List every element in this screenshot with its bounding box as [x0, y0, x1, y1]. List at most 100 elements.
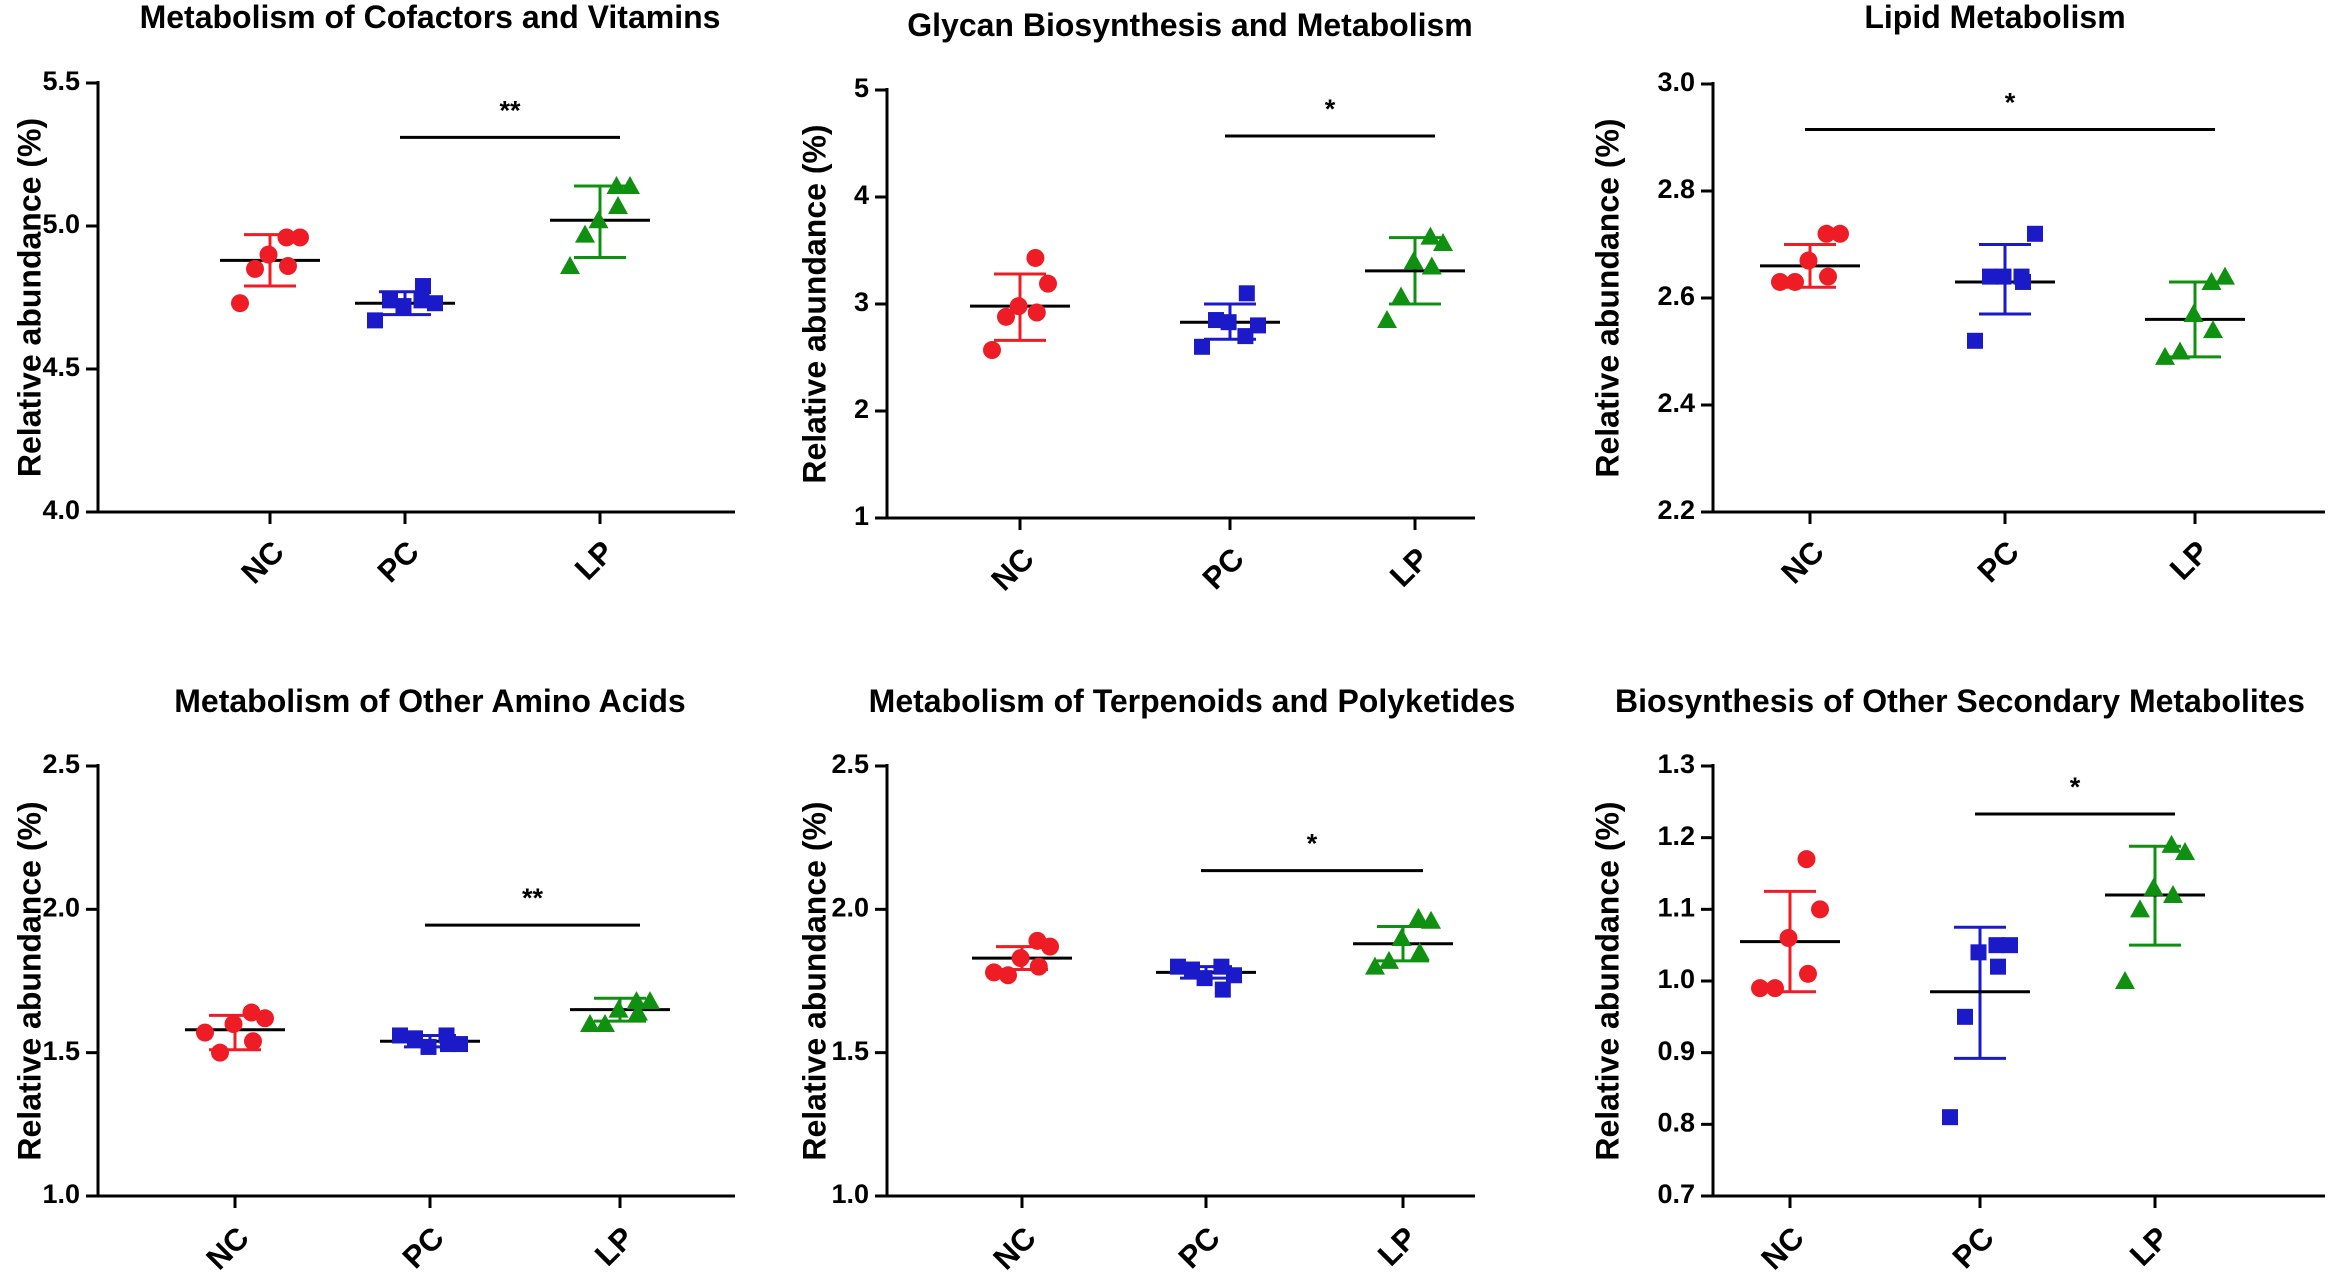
- x-tick-label-lp: LP: [2123, 1220, 2176, 1273]
- data-point: [1751, 979, 1769, 998]
- x-tick-label-pc: PC: [1946, 1220, 2001, 1275]
- data-point: [2170, 341, 2190, 360]
- y-tick-label: 2.5: [42, 749, 80, 779]
- chart-panel-4: Metabolism of Other Amino Acids Relative …: [11, 683, 735, 1276]
- significance-label: *: [1325, 94, 1336, 124]
- series-pc: [380, 1027, 480, 1055]
- y-tick-label: 2.0: [831, 892, 869, 922]
- data-point: [291, 228, 309, 247]
- data-point: [1027, 303, 1046, 322]
- data-point: [640, 991, 660, 1010]
- significance-label: *: [1307, 829, 1318, 859]
- y-tick-label: 2.0: [42, 892, 80, 922]
- data-point: [2015, 273, 2031, 290]
- series-lp: [1353, 907, 1453, 975]
- x-tick-label-nc: NC: [1774, 534, 1830, 590]
- chart-title: Metabolism of Other Amino Acids: [174, 683, 685, 719]
- data-point: [1379, 950, 1399, 969]
- data-point: [588, 210, 609, 229]
- y-tick-label: 3.0: [1657, 67, 1695, 97]
- data-point: [1194, 338, 1210, 355]
- data-point: [392, 1027, 408, 1044]
- data-point: [606, 175, 627, 194]
- data-point: [1029, 957, 1048, 976]
- x-tick-label-lp: LP: [1371, 1220, 1424, 1273]
- data-point: [1237, 328, 1254, 345]
- data-point: [608, 999, 629, 1018]
- y-tick-label: 2: [854, 394, 869, 424]
- x-tick-label-pc: PC: [1172, 1220, 1227, 1275]
- series-pc: [355, 278, 455, 329]
- data-point: [2155, 346, 2175, 365]
- data-point: [985, 963, 1003, 982]
- series-lp: [550, 175, 650, 275]
- data-point: [413, 292, 430, 309]
- chart-panel-6: Biosynthesis of Other Secondary Metaboli…: [1589, 683, 2325, 1276]
- y-tick-label: 1.0: [42, 1179, 80, 1209]
- data-point: [1220, 314, 1237, 331]
- data-point: [259, 245, 278, 264]
- data-point: [1041, 937, 1059, 956]
- data-point: [420, 1038, 437, 1055]
- x-tick-label-nc: NC: [234, 534, 290, 590]
- data-point: [1170, 958, 1186, 975]
- y-tick-label: 1.1: [1657, 892, 1695, 922]
- data-point: [224, 1015, 243, 1033]
- data-point: [2183, 304, 2204, 323]
- chart-title: Metabolism of Terpenoids and Polyketides: [869, 683, 1516, 719]
- data-point: [1238, 285, 1255, 302]
- data-point: [575, 224, 595, 243]
- data-point: [1226, 967, 1242, 984]
- y-tick-label: 2.4: [1657, 388, 1695, 418]
- y-axis-title: Relative abundance (%): [1589, 801, 1625, 1160]
- data-point: [1942, 1109, 1958, 1126]
- y-tick-label: 5: [854, 73, 869, 103]
- y-tick-label: 1.3: [1657, 749, 1695, 779]
- data-point: [244, 1032, 262, 1051]
- data-point: [999, 966, 1017, 985]
- y-tick-label: 3: [854, 287, 869, 317]
- data-point: [580, 1014, 600, 1032]
- y-tick-label: 5.0: [42, 209, 80, 239]
- y-axis-title: Relative abundance (%): [796, 801, 832, 1160]
- y-axis-title: Relative abundance (%): [1589, 118, 1625, 477]
- chart-panel-5: Metabolism of Terpenoids and Polyketides…: [796, 683, 1515, 1276]
- x-tick-label-lp: LP: [568, 534, 621, 587]
- data-point: [1377, 310, 1397, 329]
- y-axis-title: Relative abundance (%): [796, 124, 832, 483]
- data-point: [1421, 256, 1442, 275]
- x-tick-label-pc: PC: [371, 534, 426, 589]
- x-tick-label-lp: LP: [2163, 534, 2216, 587]
- data-point: [2143, 877, 2164, 896]
- data-point: [2115, 971, 2135, 989]
- x-tick-label-pc: PC: [396, 1220, 451, 1275]
- data-point: [1811, 900, 1829, 919]
- data-point: [1009, 297, 1028, 316]
- data-point: [2161, 834, 2182, 853]
- series-lp: [2105, 834, 2205, 989]
- significance-label: *: [2005, 87, 2016, 117]
- data-point: [211, 1043, 229, 1062]
- data-point: [1039, 274, 1057, 293]
- y-tick-label: 2.6: [1657, 281, 1695, 311]
- data-point: [1026, 248, 1045, 267]
- chart-title: Metabolism of Cofactors and Vitamins: [140, 0, 721, 35]
- y-tick-label: 1: [854, 501, 869, 531]
- x-tick-label-nc: NC: [984, 541, 1040, 597]
- series-nc: [185, 1003, 285, 1062]
- data-point: [1982, 268, 1998, 285]
- series-nc: [1740, 850, 1840, 998]
- data-point: [382, 292, 398, 309]
- data-point: [1771, 272, 1789, 291]
- x-tick-label-nc: NC: [1754, 1220, 1810, 1276]
- data-point: [626, 991, 647, 1010]
- data-point: [1957, 1008, 1973, 1025]
- data-point: [2215, 266, 2235, 285]
- data-point: [628, 1002, 648, 1021]
- data-point: [2203, 320, 2223, 339]
- series-pc: [1156, 958, 1256, 998]
- data-point: [196, 1023, 214, 1042]
- data-point: [1250, 317, 1266, 334]
- data-point: [1766, 979, 1784, 998]
- series-nc: [1760, 224, 1860, 291]
